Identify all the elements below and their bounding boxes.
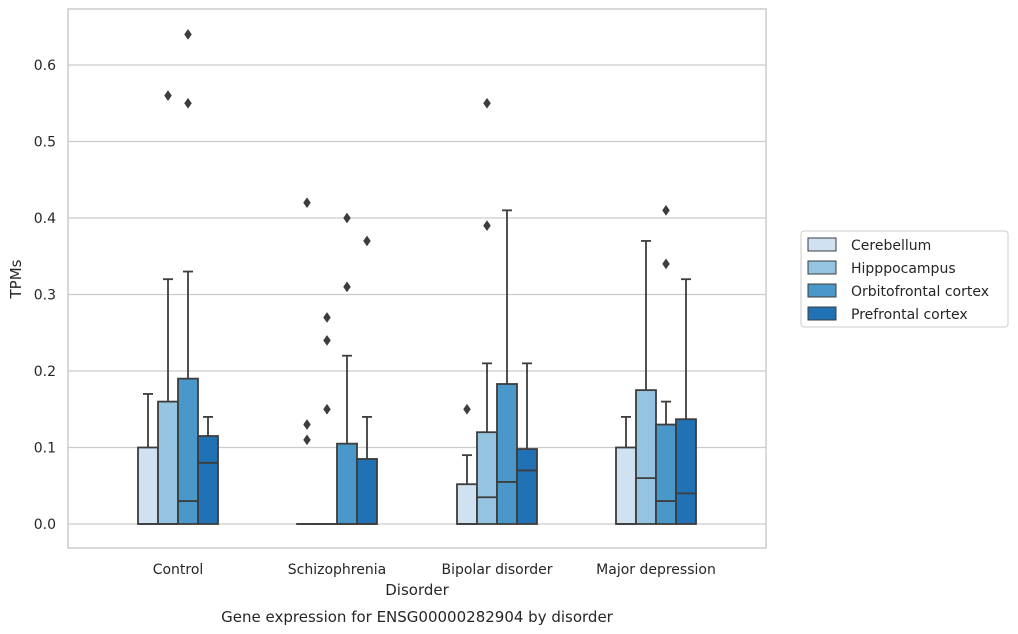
box-group — [635, 240, 657, 525]
y-axis-label: TPMs — [7, 259, 25, 299]
box-rect — [516, 448, 538, 525]
outlier-point — [483, 220, 491, 232]
x-tick-label: Bipolar disorder — [441, 562, 552, 578]
box-rect — [157, 400, 179, 525]
x-tick-label: Schizophrenia — [288, 562, 386, 578]
box-group — [675, 278, 697, 525]
legend: Cerebellum Hipppocampus Orbitofrontal cort… — [800, 230, 1009, 328]
box-group — [137, 393, 159, 525]
x-tick-label: Major depression — [596, 562, 716, 578]
legend-entry-label: Cerebellum — [851, 238, 931, 254]
outlier-point — [184, 97, 192, 109]
outlier-point — [164, 90, 172, 102]
x-axis-ticks: Control Schizophrenia Bipolar disorder Majo… — [153, 562, 716, 578]
legend-frame — [800, 230, 1009, 328]
y-tick-label: 0.2 — [34, 364, 56, 380]
outlier-point — [323, 403, 331, 415]
outlier-point — [662, 258, 670, 270]
box-rect — [356, 458, 378, 525]
legend-swatch — [807, 260, 837, 275]
y-tick-label: 0.3 — [34, 288, 56, 304]
box-rect — [137, 446, 159, 525]
box-group — [177, 28, 199, 525]
box-group — [516, 362, 538, 525]
y-axis-ticks: 0.0 0.1 0.2 0.3 0.4 0.5 0.6 — [34, 58, 56, 533]
outlier-point — [343, 212, 351, 224]
y-tick-label: 0.5 — [34, 135, 56, 151]
box-rect — [456, 483, 478, 525]
outlier-point — [303, 419, 311, 430]
outlier-point — [303, 434, 311, 446]
legend-swatch — [807, 306, 837, 321]
outlier-point — [343, 281, 351, 293]
x-axis-label: Disorder — [385, 581, 449, 599]
x-tick-label: Control — [153, 562, 204, 578]
outlier-point — [323, 334, 331, 346]
box-rect — [675, 418, 697, 525]
outlier-point — [303, 197, 311, 209]
box-rect — [615, 446, 637, 525]
outlier-point — [323, 312, 331, 323]
box-group — [296, 197, 318, 525]
plot-area-border — [67, 8, 767, 549]
box-rect — [496, 383, 518, 525]
box-group — [456, 403, 478, 525]
y-tick-label: 0.4 — [34, 211, 56, 227]
box-group — [157, 90, 179, 525]
y-tick-label: 0.0 — [34, 517, 56, 533]
box-rect — [655, 423, 677, 525]
outlier-point — [463, 403, 471, 415]
box-group — [197, 415, 219, 525]
y-tick-label: 0.1 — [34, 441, 56, 457]
box-group — [316, 312, 338, 525]
legend-swatch — [807, 237, 837, 252]
box-groups — [137, 28, 697, 525]
y-tick-label: 0.6 — [34, 58, 56, 74]
box-rect — [635, 389, 657, 525]
box-group — [356, 235, 378, 525]
outlier-point — [483, 97, 491, 109]
legend-entry-label: Hipppocampus — [851, 261, 956, 277]
box-group — [655, 204, 677, 525]
outlier-point — [184, 28, 192, 40]
box-rect — [476, 431, 498, 525]
legend-swatch — [807, 283, 837, 298]
chart-title: Gene expression for ENSG00000282904 by d… — [221, 608, 614, 626]
outlier-point — [363, 235, 371, 247]
box-rect — [177, 377, 199, 525]
legend-entry-label: Prefrontal cortex — [851, 307, 968, 323]
box-rect — [336, 442, 358, 525]
legend-entry-label: Orbitofrontal cortex — [851, 284, 989, 300]
outlier-point — [662, 204, 670, 216]
box-rect — [197, 435, 219, 525]
